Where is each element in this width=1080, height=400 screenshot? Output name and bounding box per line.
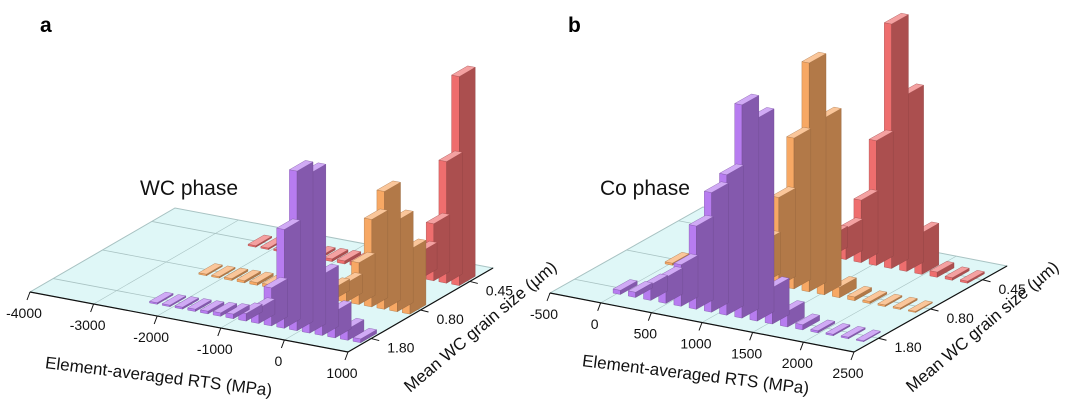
x-tick-label: -4000 [6, 305, 42, 321]
bar [855, 329, 881, 343]
x-tick-label: -2000 [133, 329, 169, 345]
bar [247, 234, 273, 248]
bar [352, 327, 378, 344]
x-tick-label: 0 [275, 353, 283, 369]
x-tick-mark [344, 351, 349, 361]
x-tick-label: 1000 [680, 336, 711, 352]
x-tick-label: 1500 [731, 345, 762, 361]
bar [210, 265, 236, 279]
panel-b-label: b [568, 14, 581, 37]
grid-line-x [93, 219, 239, 305]
y-tick-label: 0.45 [486, 282, 513, 298]
co-phase-annotation: Co phase [600, 177, 690, 200]
y-tick-mark [878, 337, 887, 341]
bar [249, 271, 274, 286]
bar [627, 281, 653, 298]
series-1.80 [148, 160, 378, 344]
grid-line-x [29, 207, 176, 293]
grid-line-x [549, 206, 704, 294]
x-tick-mark [647, 312, 652, 321]
series-1.80 [612, 93, 881, 343]
x-tick-label: 2000 [782, 355, 813, 371]
x-axis [29, 291, 349, 353]
y-tick-label: 1.80 [894, 339, 921, 355]
y-tick-mark [469, 280, 478, 284]
x-tick-mark [799, 341, 804, 351]
x-tick-label: 1000 [326, 365, 357, 381]
bar [236, 269, 262, 284]
x-tick-label: -3000 [70, 317, 106, 333]
bar [212, 301, 238, 317]
x-tick-mark [597, 302, 602, 312]
y-tick-label: 0.80 [437, 311, 464, 327]
bar [907, 300, 933, 313]
bar [187, 298, 212, 312]
bar [612, 279, 638, 295]
x-tick-label: 500 [634, 326, 658, 342]
panel-a-label: a [40, 14, 52, 37]
y-tick-mark [371, 338, 380, 342]
bar [794, 313, 821, 331]
y-tick-mark [930, 308, 939, 312]
x-tick-mark [280, 339, 285, 349]
bar [959, 270, 985, 284]
bar [825, 323, 851, 337]
x-axis-label: Element-averaged RTS (MPa) [581, 351, 810, 398]
x-tick-label: 0 [591, 316, 599, 332]
x-tick-mark [698, 322, 703, 331]
x-tick-mark [749, 332, 754, 341]
panel-a: -4000 -3000 -2000 -1000 0 1000 1.80 0.80 0.45 Ele… [6, 14, 560, 400]
bar [846, 285, 873, 302]
x-axis-label: Element-averaged RTS (MPa) [44, 353, 273, 400]
bar [892, 296, 918, 310]
y-tick-label: 0.80 [947, 310, 974, 326]
y-tick-mark [420, 309, 429, 313]
bar [225, 303, 250, 320]
bar [148, 291, 174, 305]
x-tick-mark [26, 291, 31, 301]
y-tick-label: 1.80 [387, 340, 414, 356]
bar [323, 247, 349, 262]
bar [944, 266, 970, 281]
bar [877, 293, 903, 307]
y-tick-label: 0.45 [999, 281, 1026, 297]
x-tick-mark [546, 292, 551, 302]
x-tick-mark [850, 351, 855, 361]
bar [810, 319, 836, 334]
x-tick-label: 2500 [832, 365, 863, 381]
bar [929, 261, 955, 278]
x-tick-mark [90, 303, 95, 313]
bar [223, 267, 249, 281]
bar [161, 294, 187, 308]
x-tick-mark [153, 315, 158, 325]
panel-b: -500 0 500 1000 1500 2000 2500 1.80 0.80 0.45 Elem… [530, 12, 1062, 398]
wc-phase-annotation: WC phase [140, 177, 238, 200]
bar [840, 326, 866, 340]
bar [174, 296, 200, 310]
bar [276, 218, 301, 329]
x-tick-label: -500 [530, 306, 558, 322]
bar [336, 250, 362, 265]
x-tick-label: -1000 [197, 341, 233, 357]
y-tick-mark [982, 279, 991, 283]
x-tick-mark [217, 327, 222, 337]
bar [199, 300, 225, 315]
bar [198, 263, 223, 277]
bar [862, 290, 888, 304]
